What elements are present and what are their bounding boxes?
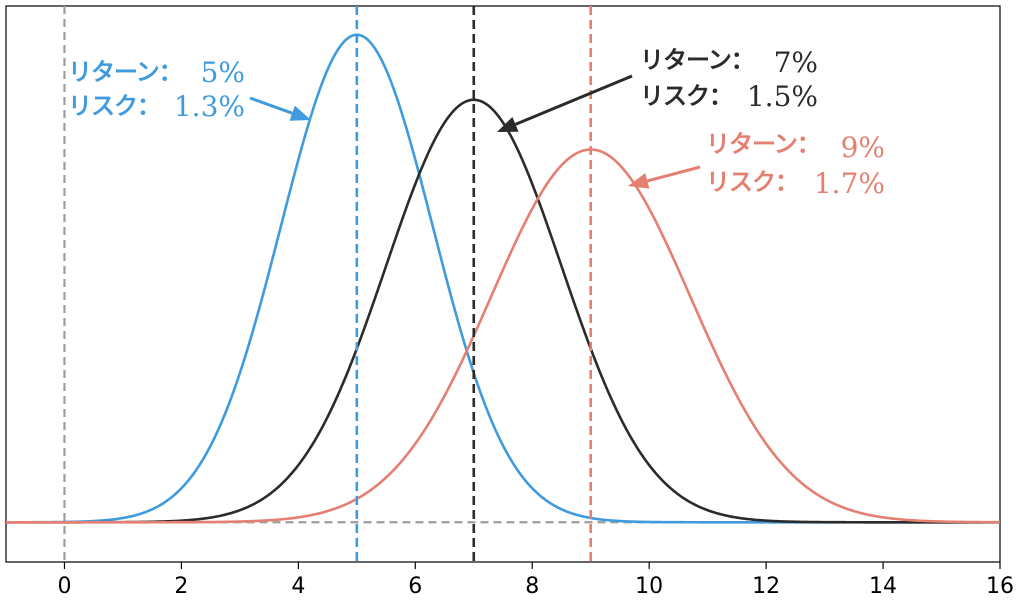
x-tick-label: 2 (174, 574, 188, 599)
series-3-return-label: リターン： (706, 130, 820, 158)
x-tick-label: 4 (291, 574, 305, 599)
series-3-return-value: 9% (841, 131, 885, 164)
series-3-arrow (628, 165, 701, 189)
series-1-risk-label: リスク： (68, 92, 160, 120)
series-2-risk-label: リスク： (640, 82, 732, 110)
annotation-series-1: リターン： 5% リスク： 1.3% (68, 56, 245, 123)
annotation-series-2: リターン： 7% リスク： 1.5% (640, 46, 818, 113)
x-tick-label: 0 (57, 574, 71, 599)
x-tick-label: 14 (869, 574, 897, 599)
series-2-arrow (497, 74, 633, 132)
annotation-series-3: リターン： 9% リスク： 1.7% (706, 130, 885, 200)
series-3-curve (6, 148, 1001, 524)
x-tick-label: 10 (635, 574, 663, 599)
series-1-risk-value: 1.3% (174, 90, 245, 123)
x-tick-label: 8 (525, 574, 539, 599)
x-tick-label: 6 (408, 574, 422, 599)
series-3-risk-label: リスク： (706, 168, 798, 196)
series-2-return-label: リターン： (640, 46, 754, 74)
series-1-return-value: 5% (201, 56, 245, 89)
series-1-arrow (249, 96, 311, 121)
x-tick-label: 16 (986, 574, 1014, 599)
series-2-return-value: 7% (774, 46, 818, 79)
series-2-risk-value: 1.5% (747, 80, 818, 113)
series-3-risk-value: 1.7% (814, 167, 885, 200)
x-tick-label: 12 (752, 574, 780, 599)
series-1-return-label: リターン： (68, 58, 182, 86)
plot-frame (5, 5, 1001, 563)
